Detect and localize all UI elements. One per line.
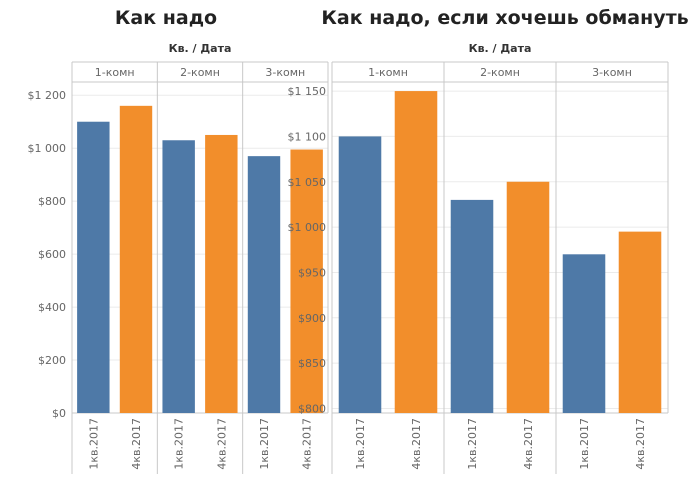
y-tick-label: $1 150 <box>288 85 327 98</box>
chart-panel-2: Как надо, если хочешь обмануть Кв. / Дата… <box>288 7 689 474</box>
x-tick-label: 4кв.2017 <box>410 418 423 470</box>
y-tick-label: $0 <box>52 407 66 420</box>
y-tick-label: $1 000 <box>28 142 67 155</box>
x-tick-label: 4кв.2017 <box>130 418 143 470</box>
x-tick-label: 1кв.2017 <box>87 418 100 470</box>
y-tick-label: $1 200 <box>28 89 67 102</box>
x-tick-label: 4кв.2017 <box>634 418 647 470</box>
x-tick-label: 1кв.2017 <box>258 418 271 470</box>
bar-q4 <box>506 181 550 413</box>
group-label: 3-комн <box>592 66 632 79</box>
x-tick-label: 1кв.2017 <box>466 418 479 470</box>
x-tick-label: 4кв.2017 <box>522 418 535 470</box>
chart-panel-1: Как надо Кв. / Дата $0 $200 $400 $600 $800 $1 0… <box>28 7 329 474</box>
group-label: 1-комн <box>368 66 408 79</box>
chart-title: Как надо <box>115 7 217 29</box>
y-tick-label: $1 100 <box>288 130 327 143</box>
bar-q1 <box>450 199 494 413</box>
y-tick-label: $800 <box>38 195 66 208</box>
x-tick-label: 4кв.2017 <box>215 418 228 470</box>
group-label: 2-комн <box>480 66 520 79</box>
x-tick-label: 1кв.2017 <box>578 418 591 470</box>
chart-title: Как надо, если хочешь обмануть <box>321 7 688 29</box>
bar-q4 <box>394 91 438 414</box>
y-tick-label: $1 000 <box>288 221 327 234</box>
x-tick-label: 1кв.2017 <box>173 418 186 470</box>
bar-q1 <box>162 140 195 414</box>
y-tick-label: $600 <box>38 248 66 261</box>
y-tick-label: $400 <box>38 301 66 314</box>
bar-q1 <box>562 254 606 413</box>
group-label: 3-комн <box>265 66 305 79</box>
bar-q1 <box>77 121 110 413</box>
bar-q1 <box>338 136 382 414</box>
x-tick-label: 4кв.2017 <box>301 418 314 470</box>
y-tick-label: $1 050 <box>288 176 327 189</box>
x-tick-label: 1кв.2017 <box>354 418 367 470</box>
bar-q4 <box>618 231 662 413</box>
y-tick-label: $950 <box>298 266 326 279</box>
bar-q4 <box>205 134 238 413</box>
y-tick-label: $900 <box>298 312 326 325</box>
y-tick-label: $800 <box>298 402 326 415</box>
y-tick-label: $850 <box>298 357 326 370</box>
group-label: 1-комн <box>95 66 135 79</box>
bar-q4 <box>290 149 323 414</box>
bar-q4 <box>119 105 153 413</box>
y-tick-label: $200 <box>38 354 66 367</box>
column-header: Кв. / Дата <box>469 42 532 55</box>
group-label: 2-комн <box>180 66 220 79</box>
bar-q1 <box>247 156 281 414</box>
column-header: Кв. / Дата <box>169 42 232 55</box>
